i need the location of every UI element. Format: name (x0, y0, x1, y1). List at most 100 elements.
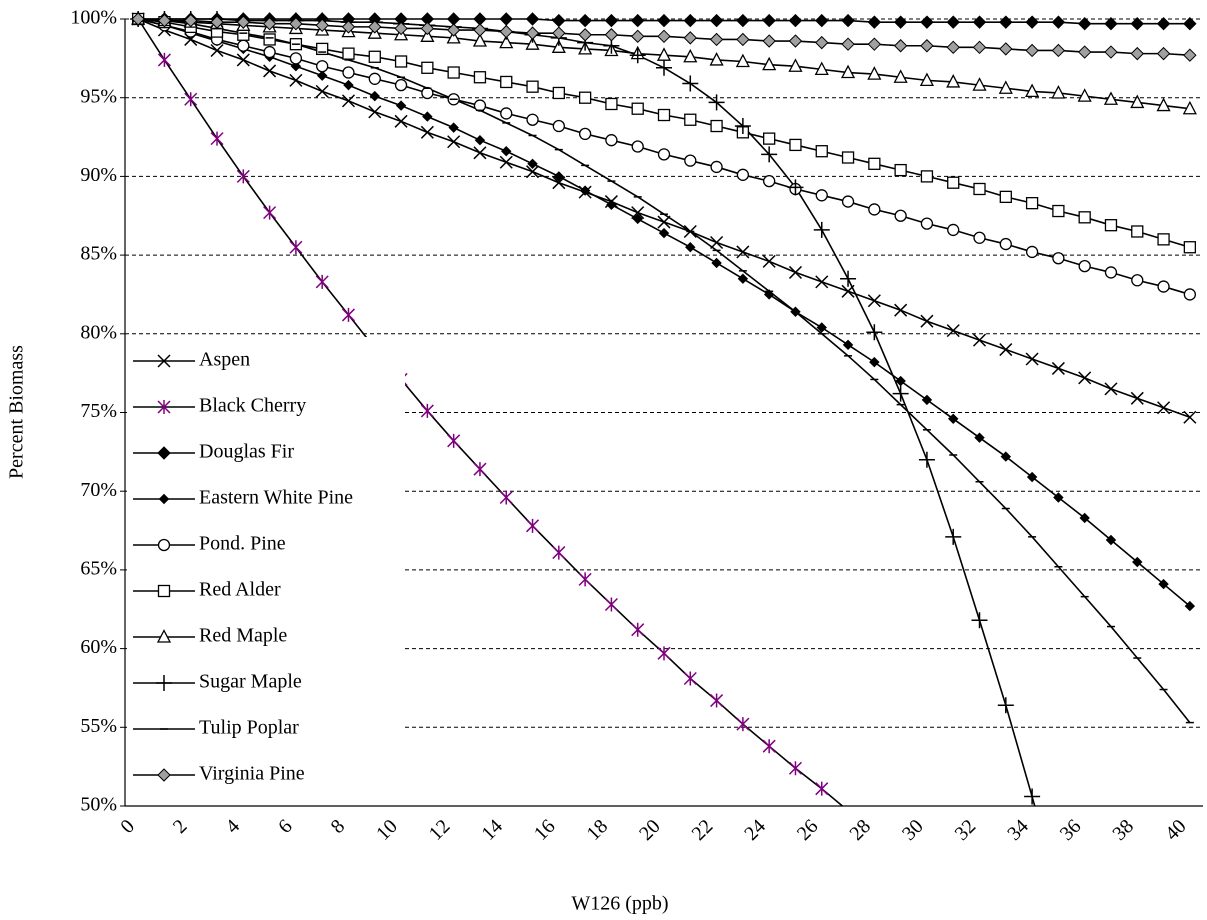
marker (158, 493, 170, 505)
marker (867, 37, 882, 51)
marker (448, 122, 459, 133)
x-tick-label: 4 (221, 815, 244, 838)
marker (289, 52, 303, 65)
marker (289, 17, 303, 31)
marker (920, 217, 934, 230)
marker (657, 215, 671, 229)
marker (1182, 100, 1197, 115)
marker (868, 157, 881, 170)
x-tick-label: 0 (116, 815, 139, 838)
marker (526, 518, 540, 533)
y-tick-label: 70% (80, 479, 117, 501)
x-tick-label: 6 (274, 815, 297, 838)
marker (1183, 241, 1197, 254)
marker (368, 105, 382, 119)
marker (736, 32, 750, 47)
marker (551, 39, 566, 53)
marker (893, 69, 908, 83)
marker (237, 39, 250, 52)
marker (525, 12, 540, 26)
marker (631, 102, 644, 115)
marker (895, 375, 906, 387)
marker (1025, 352, 1039, 366)
marker (1025, 245, 1039, 259)
marker (1156, 97, 1171, 112)
marker (552, 86, 565, 100)
marker (500, 75, 513, 89)
marker (1130, 46, 1144, 61)
marker (789, 138, 802, 152)
x-tick-label: 26 (793, 815, 823, 845)
marker (289, 240, 303, 255)
legend-label: Pond. Pine (199, 533, 286, 555)
marker (1104, 45, 1118, 59)
y-tick-label: 75% (80, 400, 117, 422)
marker (262, 17, 277, 31)
marker (813, 221, 830, 238)
marker (369, 90, 380, 102)
x-tick-label: 40 (1161, 815, 1191, 845)
marker (1183, 48, 1197, 62)
marker (446, 23, 461, 37)
y-tick-label: 90% (80, 164, 117, 186)
marker (893, 15, 908, 29)
marker (946, 40, 960, 55)
marker (342, 66, 355, 79)
marker (368, 20, 382, 34)
marker (1000, 451, 1012, 462)
marker (1130, 94, 1145, 109)
marker (761, 146, 778, 163)
marker (157, 584, 171, 598)
marker (788, 761, 802, 776)
marker (499, 490, 513, 505)
marker (708, 94, 725, 111)
marker (157, 13, 172, 28)
marker (866, 324, 883, 341)
marker (578, 91, 592, 104)
marker (420, 28, 435, 42)
marker (736, 168, 750, 181)
marker (473, 146, 487, 160)
marker (1077, 17, 1092, 31)
marker (604, 13, 619, 28)
plot-area (130, 11, 1197, 806)
marker (420, 21, 435, 36)
marker (1131, 225, 1144, 238)
marker (157, 400, 171, 414)
marker (918, 451, 935, 468)
marker (999, 343, 1013, 357)
marker (685, 242, 696, 253)
marker (682, 75, 699, 92)
marker (1130, 17, 1144, 31)
marker (841, 151, 855, 164)
marker (710, 160, 723, 174)
x-tick-label: 38 (1108, 815, 1138, 845)
marker (997, 697, 1014, 714)
marker (920, 170, 934, 183)
marker (814, 61, 829, 76)
marker (210, 43, 224, 58)
marker (1132, 556, 1143, 568)
marker (606, 199, 617, 210)
marker (1026, 471, 1038, 483)
marker (1157, 280, 1170, 293)
marker (578, 28, 592, 42)
legend-label: Red Maple (199, 625, 287, 647)
marker (948, 413, 959, 425)
marker (552, 176, 566, 190)
x-tick-label: 34 (1003, 815, 1033, 845)
x-tick-label: 12 (425, 815, 455, 845)
marker (868, 203, 881, 216)
marker (867, 15, 882, 29)
marker (1051, 85, 1066, 99)
marker (316, 42, 329, 56)
marker (552, 545, 566, 560)
marker (1078, 211, 1091, 224)
marker (762, 739, 776, 754)
marker (762, 13, 776, 28)
marker (552, 119, 565, 133)
marker (683, 31, 698, 45)
y-tick-label: 50% (80, 794, 117, 816)
x-tick-label: 10 (372, 815, 402, 845)
marker (578, 127, 592, 141)
